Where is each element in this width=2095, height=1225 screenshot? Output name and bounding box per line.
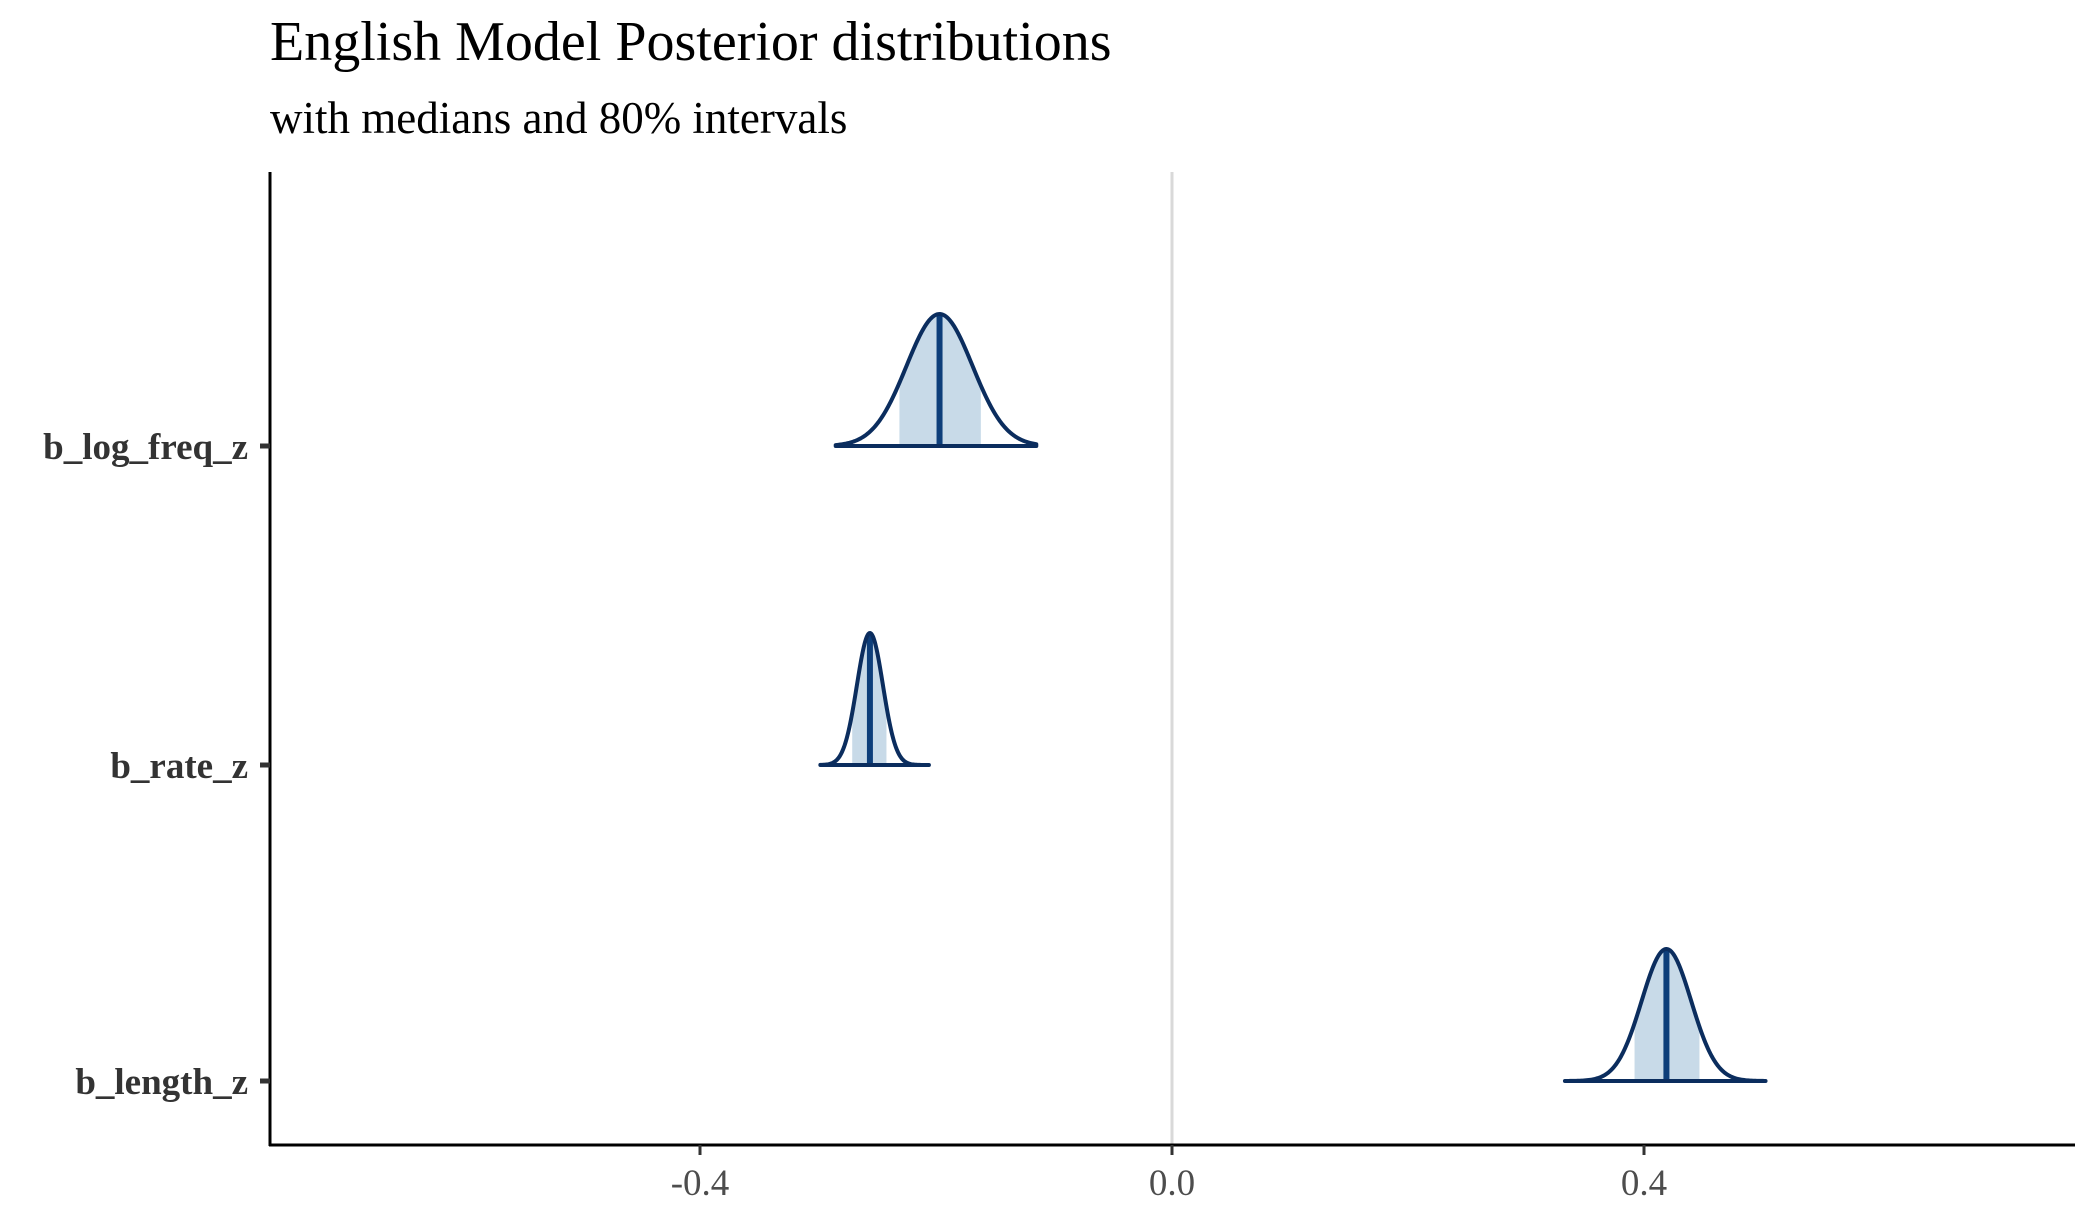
x-tick-label: 0.4 (1621, 1163, 1667, 1204)
density-curve (818, 631, 931, 767)
x-tick-label: 0.0 (1149, 1163, 1195, 1204)
y-tick-label-b-rate-z: b_rate_z (110, 746, 248, 787)
y-tick-label-b-log-freq-z: b_log_freq_z (43, 427, 248, 468)
density-curve (833, 312, 1039, 448)
chart-title: English Model Posterior distributions (270, 11, 1112, 73)
y-tick-label-b-length-z: b_length_z (75, 1062, 248, 1103)
x-tick-label: -0.4 (671, 1163, 730, 1204)
chart-subtitle: with medians and 80% intervals (270, 93, 848, 143)
density-curve (1562, 947, 1768, 1083)
